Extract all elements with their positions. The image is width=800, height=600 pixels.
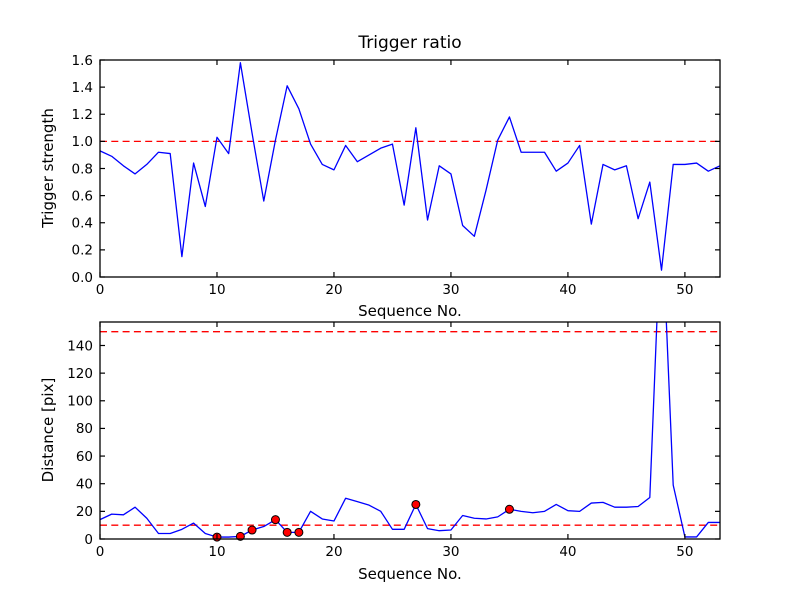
y-tick-label: 140 bbox=[67, 338, 93, 354]
y-tick-label: 1.6 bbox=[72, 53, 93, 69]
bottom-yaxis-label: Distance [pix] bbox=[39, 377, 57, 483]
x-tick-label: 50 bbox=[676, 282, 693, 298]
y-tick-label: 20 bbox=[76, 504, 93, 520]
plot-area bbox=[100, 322, 720, 539]
y-tick-label: 1.4 bbox=[72, 80, 93, 96]
x-tick-label: 20 bbox=[325, 544, 342, 560]
y-tick-label: 0.6 bbox=[72, 188, 93, 204]
y-tick-label: 1.2 bbox=[72, 107, 93, 123]
x-tick-label: 10 bbox=[208, 544, 225, 560]
event-marker bbox=[294, 527, 304, 537]
x-tick-label: 50 bbox=[676, 544, 693, 560]
event-marker bbox=[411, 499, 421, 509]
x-tick-label: 20 bbox=[325, 282, 342, 298]
y-tick-label: 60 bbox=[76, 449, 93, 465]
y-tick-label: 100 bbox=[67, 394, 93, 410]
y-tick-label: 40 bbox=[76, 477, 93, 493]
event-marker bbox=[282, 527, 292, 537]
y-tick-label: 120 bbox=[67, 366, 93, 382]
axes-frame bbox=[99, 321, 721, 540]
y-tick-label: 80 bbox=[76, 421, 93, 437]
x-tick-label: 40 bbox=[559, 282, 576, 298]
data-line bbox=[99, 322, 720, 538]
data-line bbox=[99, 62, 721, 271]
bottom-xaxis-label: Sequence No. bbox=[358, 565, 462, 583]
event-marker bbox=[504, 504, 514, 514]
y-tick-label: 1.0 bbox=[72, 134, 93, 150]
y-tick-label: 0.4 bbox=[72, 216, 93, 232]
x-tick-label: 10 bbox=[208, 282, 225, 298]
x-tick-label: 40 bbox=[559, 544, 576, 560]
x-tick-label: 0 bbox=[96, 544, 105, 560]
x-tick-label: 30 bbox=[442, 282, 459, 298]
chart-title: Trigger ratio bbox=[358, 33, 462, 53]
event-marker bbox=[247, 525, 257, 535]
top-yaxis-label: Trigger strength bbox=[39, 108, 57, 228]
y-tick-label: 0.0 bbox=[72, 270, 93, 286]
top-xaxis-label: Sequence No. bbox=[358, 302, 462, 320]
y-tick-label: 0.8 bbox=[72, 161, 93, 177]
event-marker bbox=[270, 515, 280, 525]
y-tick-label: 0.2 bbox=[72, 243, 93, 259]
y-tick-label: 0 bbox=[84, 532, 93, 548]
x-tick-label: 0 bbox=[96, 282, 105, 298]
x-tick-label: 30 bbox=[442, 544, 459, 560]
